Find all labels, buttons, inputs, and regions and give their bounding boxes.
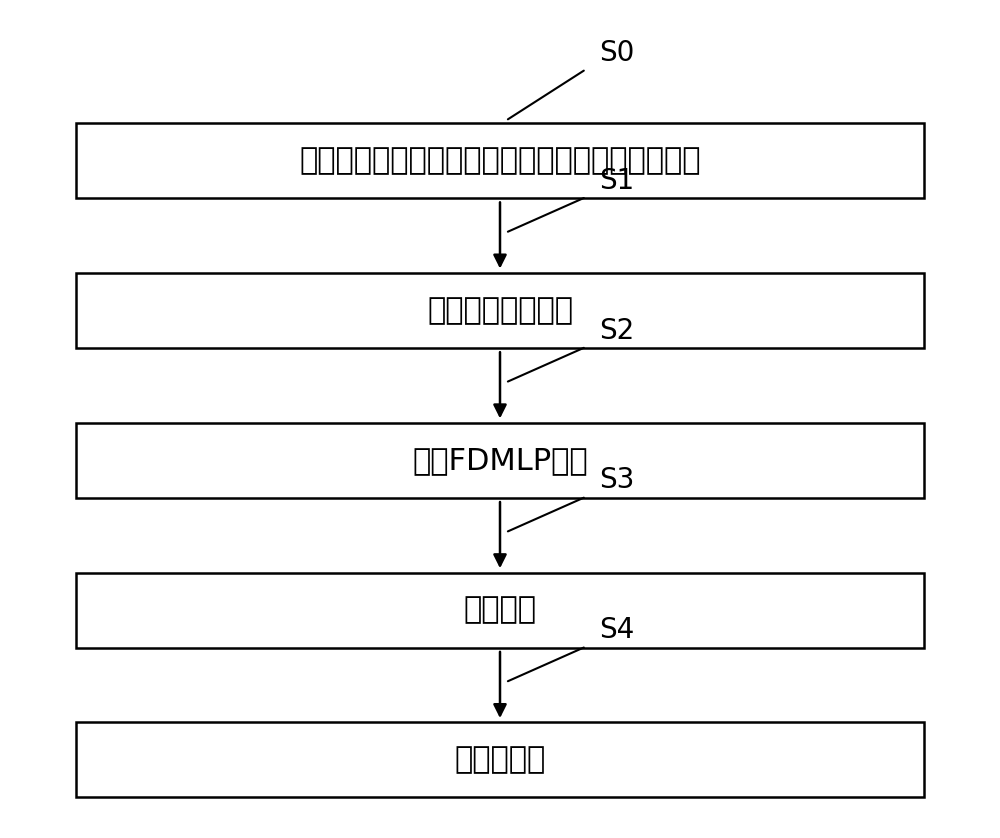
Text: S4: S4 xyxy=(599,616,634,644)
Text: 搭建基于嵌入式边缘人工智能的跌倒检测报警系统: 搭建基于嵌入式边缘人工智能的跌倒检测报警系统 xyxy=(299,146,701,175)
Bar xyxy=(76,273,924,348)
Text: S2: S2 xyxy=(599,317,634,344)
Text: 创建特征值数据集: 创建特征值数据集 xyxy=(427,296,573,325)
Bar xyxy=(76,422,924,498)
Bar xyxy=(76,123,924,198)
Bar xyxy=(76,572,924,648)
Text: S1: S1 xyxy=(599,167,634,194)
Bar xyxy=(76,722,924,797)
Text: 报警与求助: 报警与求助 xyxy=(454,745,546,774)
Text: 创建FDMLP模型: 创建FDMLP模型 xyxy=(412,446,588,474)
Text: S3: S3 xyxy=(599,467,634,494)
Text: 跌倒检测: 跌倒检测 xyxy=(464,596,536,624)
Text: S0: S0 xyxy=(599,39,634,67)
